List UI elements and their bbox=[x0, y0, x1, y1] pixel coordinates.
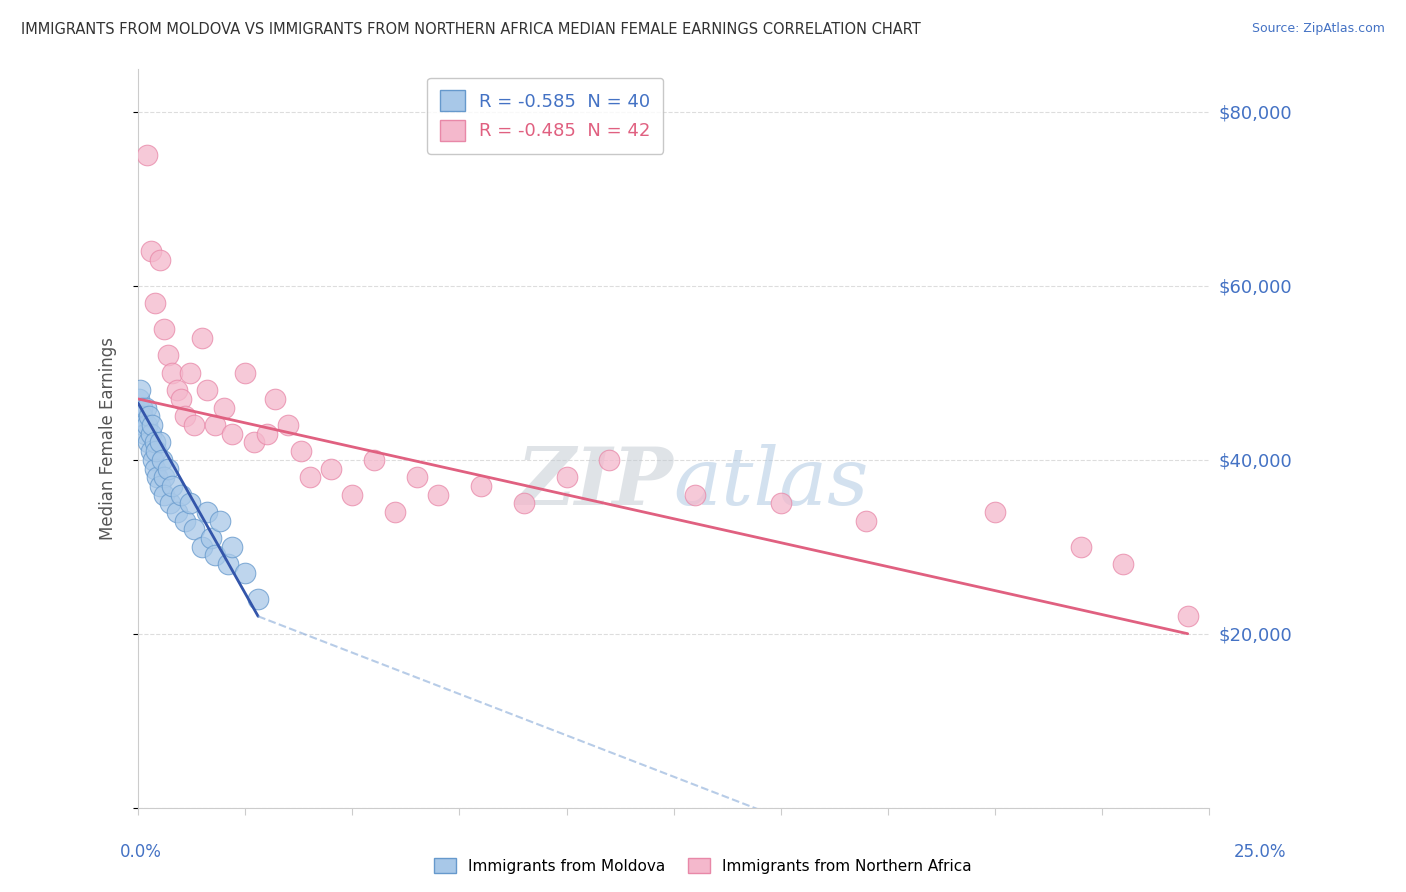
Point bbox=[153, 470, 176, 484]
Point bbox=[363, 452, 385, 467]
Point bbox=[179, 496, 201, 510]
Point bbox=[277, 417, 299, 432]
Point bbox=[290, 444, 312, 458]
Point bbox=[247, 591, 270, 606]
Point bbox=[128, 392, 150, 406]
Point bbox=[256, 426, 278, 441]
Point bbox=[150, 452, 173, 467]
Point bbox=[174, 514, 197, 528]
Point bbox=[195, 383, 218, 397]
Point bbox=[405, 470, 427, 484]
Point bbox=[132, 417, 155, 432]
Point bbox=[131, 409, 153, 424]
Point bbox=[141, 417, 163, 432]
Point bbox=[984, 505, 1007, 519]
Point bbox=[855, 514, 877, 528]
Point bbox=[135, 401, 157, 415]
Point bbox=[170, 487, 193, 501]
Point bbox=[135, 148, 157, 162]
Point bbox=[131, 401, 153, 415]
Point bbox=[134, 426, 156, 441]
Point bbox=[131, 401, 153, 415]
Point bbox=[195, 505, 218, 519]
Point bbox=[598, 452, 620, 467]
Point bbox=[1112, 557, 1135, 571]
Point bbox=[159, 496, 181, 510]
Point bbox=[217, 557, 239, 571]
Point bbox=[191, 331, 214, 345]
Point bbox=[170, 392, 193, 406]
Text: Source: ZipAtlas.com: Source: ZipAtlas.com bbox=[1251, 22, 1385, 36]
Point bbox=[143, 435, 166, 450]
Point bbox=[138, 409, 160, 424]
Text: 0.0%: 0.0% bbox=[120, 843, 162, 861]
Point bbox=[191, 540, 214, 554]
Point bbox=[143, 461, 166, 475]
Point bbox=[233, 366, 256, 380]
Point bbox=[1177, 609, 1199, 624]
Point bbox=[1070, 540, 1092, 554]
Point bbox=[135, 417, 157, 432]
Legend: R = -0.585  N = 40, R = -0.485  N = 42: R = -0.585 N = 40, R = -0.485 N = 42 bbox=[427, 78, 664, 153]
Point bbox=[319, 461, 342, 475]
Point bbox=[243, 435, 266, 450]
Point bbox=[166, 505, 188, 519]
Point bbox=[204, 549, 226, 563]
Point bbox=[221, 540, 243, 554]
Point bbox=[149, 435, 172, 450]
Point bbox=[139, 244, 162, 259]
Point bbox=[427, 487, 450, 501]
Point bbox=[470, 479, 492, 493]
Point bbox=[162, 366, 184, 380]
Point bbox=[264, 392, 287, 406]
Point bbox=[769, 496, 792, 510]
Point bbox=[136, 435, 159, 450]
Point bbox=[298, 470, 321, 484]
Point bbox=[162, 479, 184, 493]
Point bbox=[179, 366, 201, 380]
Point bbox=[212, 401, 235, 415]
Point bbox=[208, 514, 231, 528]
Point bbox=[153, 487, 176, 501]
Point bbox=[204, 417, 226, 432]
Text: 25.0%: 25.0% bbox=[1234, 843, 1286, 861]
Point bbox=[200, 531, 222, 545]
Point bbox=[149, 252, 172, 267]
Point bbox=[129, 383, 152, 397]
Point bbox=[139, 426, 162, 441]
Point bbox=[142, 452, 165, 467]
Text: atlas: atlas bbox=[673, 443, 869, 521]
Point bbox=[166, 383, 188, 397]
Point bbox=[683, 487, 706, 501]
Text: ZIP: ZIP bbox=[517, 443, 673, 521]
Legend: Immigrants from Moldova, Immigrants from Northern Africa: Immigrants from Moldova, Immigrants from… bbox=[429, 852, 977, 880]
Point bbox=[153, 322, 176, 336]
Point bbox=[157, 349, 180, 363]
Text: IMMIGRANTS FROM MOLDOVA VS IMMIGRANTS FROM NORTHERN AFRICA MEDIAN FEMALE EARNING: IMMIGRANTS FROM MOLDOVA VS IMMIGRANTS FR… bbox=[21, 22, 921, 37]
Point bbox=[183, 522, 205, 536]
Point bbox=[146, 470, 169, 484]
Point bbox=[157, 461, 180, 475]
Point bbox=[233, 566, 256, 580]
Point bbox=[145, 444, 167, 458]
Point bbox=[221, 426, 243, 441]
Point bbox=[555, 470, 578, 484]
Y-axis label: Median Female Earnings: Median Female Earnings bbox=[100, 336, 117, 540]
Point bbox=[149, 479, 172, 493]
Point bbox=[139, 444, 162, 458]
Point bbox=[183, 417, 205, 432]
Point bbox=[512, 496, 534, 510]
Point bbox=[342, 487, 364, 501]
Point bbox=[143, 296, 166, 310]
Point bbox=[174, 409, 197, 424]
Point bbox=[384, 505, 406, 519]
